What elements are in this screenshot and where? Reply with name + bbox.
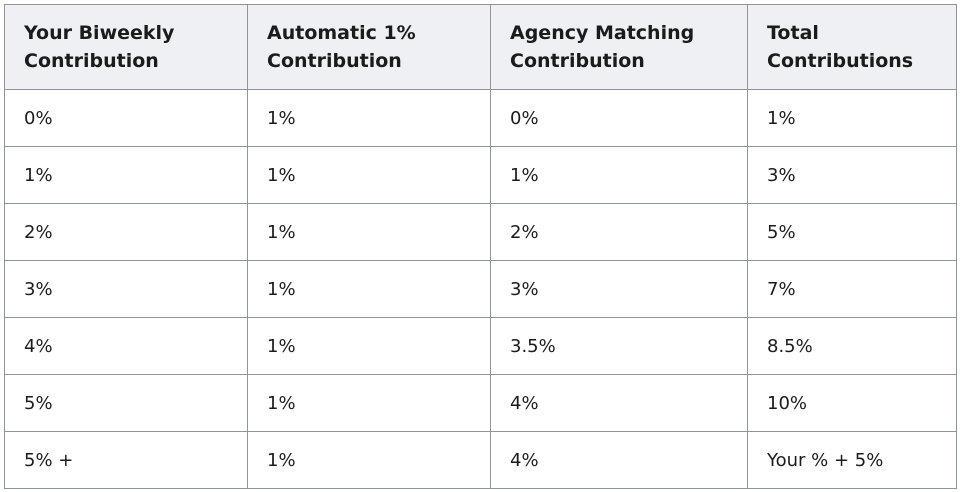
table-cell: 2% (4, 203, 248, 261)
table-cell: 1% (247, 374, 491, 432)
table-cell: 8.5% (747, 317, 957, 375)
table-cell: 1% (247, 203, 491, 261)
table-row: 5% +1% 4% Your % + 5% (4, 431, 957, 489)
table-row: 1% 1% 1% 3% (4, 146, 957, 204)
table-row: 3% 1% 3% 7% (4, 260, 957, 318)
table-cell: 3% (4, 260, 248, 318)
table-head: Your Biweekly Contribution Automatic 1% C… (4, 4, 957, 90)
table-container: Your Biweekly Contribution Automatic 1% C… (4, 4, 957, 489)
table-cell: 1% (247, 260, 491, 318)
table-body: 0% 1% 0% 1% 1% 1% 1% 3% 2% 1% 2% 5% 3% 1% 3% 7% 4% 1% 3.5%… (4, 89, 957, 489)
header-cell: Agency Matching Contribution (490, 4, 748, 90)
table-cell: 3% (490, 260, 748, 318)
header-cell: Your Biweekly Contribution (4, 4, 248, 90)
table-cell: 1% (490, 146, 748, 204)
table-cell: 10% (747, 374, 957, 432)
table-row: 2% 1% 2% 5% (4, 203, 957, 261)
table-cell: 1% (247, 431, 491, 489)
table-cell: 1% (247, 317, 491, 375)
table-cell: 4% (490, 431, 748, 489)
contribution-table: Your Biweekly Contribution Automatic 1% C… (4, 4, 957, 489)
table-cell: 5% (747, 203, 957, 261)
header-cell: Automatic 1% Contribution (247, 4, 491, 90)
table-cell: 1% (747, 89, 957, 147)
table-cell: 4% (490, 374, 748, 432)
table-cell: 4% (4, 317, 248, 375)
table-cell: 0% (4, 89, 248, 147)
table-cell: 0% (490, 89, 748, 147)
table-cell: 3.5% (490, 317, 748, 375)
table-cell: 1% (247, 146, 491, 204)
table-row: 5% 1% 4% 10% (4, 374, 957, 432)
table-cell: Your % + 5% (747, 431, 957, 489)
table-row: 0% 1% 0% 1% (4, 89, 957, 147)
table-cell: 7% (747, 260, 957, 318)
table-cell: 5% (4, 374, 248, 432)
table-cell: 2% (490, 203, 748, 261)
table-cell: 5% + (4, 431, 248, 489)
table-row: 4% 1% 3.5% 8.5% (4, 317, 957, 375)
header-cell: Total Contributions (747, 4, 957, 90)
table-cell: 3% (747, 146, 957, 204)
header-row: Your Biweekly Contribution Automatic 1% C… (4, 4, 957, 90)
table-cell: 1% (4, 146, 248, 204)
table-cell: 1% (247, 89, 491, 147)
